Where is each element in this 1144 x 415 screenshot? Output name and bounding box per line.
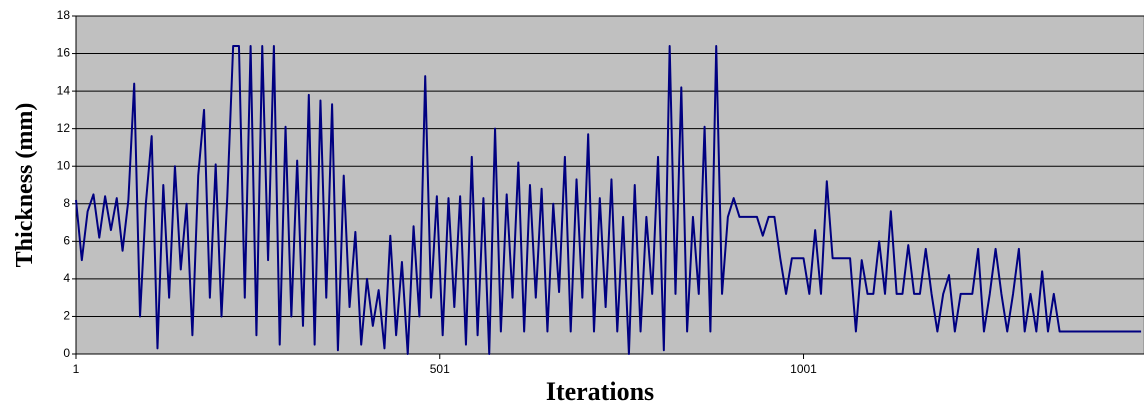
- y-tick-label: 16: [57, 46, 71, 60]
- y-tick-label: 2: [63, 309, 70, 323]
- plot-area: [75, 15, 1144, 355]
- x-tick-label: 1001: [790, 362, 817, 376]
- x-tick-label: 501: [430, 362, 450, 376]
- y-tick-label: 0: [63, 346, 70, 360]
- y-tick-label: 10: [57, 158, 71, 172]
- y-tick-label: 12: [57, 121, 71, 135]
- x-tick-label: 1: [73, 362, 80, 376]
- x-axis-title: Iterations: [546, 377, 654, 406]
- y-tick-label: 8: [63, 196, 70, 210]
- y-tick-label: 4: [63, 271, 70, 285]
- y-tick-label: 14: [57, 83, 71, 97]
- y-tick-label: 18: [57, 8, 71, 22]
- y-tick-label: 6: [63, 234, 70, 248]
- data-line: [75, 45, 1142, 355]
- y-axis-title: Thickness (mm): [12, 103, 38, 268]
